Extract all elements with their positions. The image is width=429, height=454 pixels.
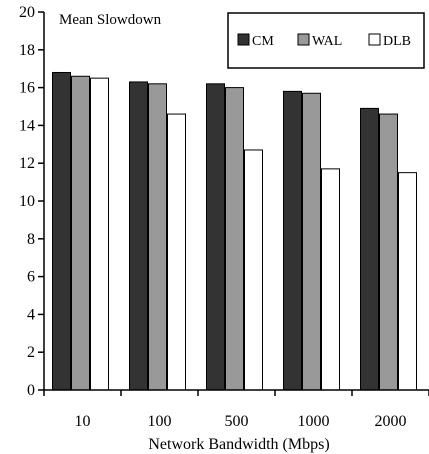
y-tick-label-0: 0 xyxy=(27,382,35,399)
bar-cm-2000 xyxy=(360,107,379,391)
axes-group: 0 2 4 6 8 10 12 14 16 18 20 10 100 500 1000 2000 xyxy=(19,4,429,430)
legend-swatch-cm xyxy=(237,33,250,46)
bar-cm-500 xyxy=(206,83,225,391)
bar-dlb-100 xyxy=(167,113,186,391)
bar-cm-1000 xyxy=(283,90,302,391)
x-tick-label-100: 100 xyxy=(148,413,172,430)
bar-dlb-1000 xyxy=(321,168,340,391)
legend-swatch-wal xyxy=(297,33,310,46)
y-tick-label-12: 12 xyxy=(19,155,35,172)
bars-group xyxy=(52,71,417,391)
legend-label-wal: WAL xyxy=(312,34,342,49)
y-tick-label-20: 20 xyxy=(19,4,35,21)
bar-dlb-10 xyxy=(90,77,109,391)
y-tick-label-4: 4 xyxy=(27,306,35,323)
bar-dlb-500 xyxy=(244,149,263,391)
bar-wal-10 xyxy=(71,75,90,391)
legend-label-dlb: DLB xyxy=(383,34,411,49)
legend-swatch-dlb xyxy=(368,33,381,46)
y-tick-label-14: 14 xyxy=(19,117,35,134)
legend-label-cm: CM xyxy=(252,34,274,49)
bar-dlb-2000 xyxy=(398,172,417,391)
legend: CM WAL DLB xyxy=(227,12,425,69)
legend-box xyxy=(227,12,425,69)
bar-wal-100 xyxy=(148,83,167,391)
x-tick-label-1000: 1000 xyxy=(298,413,330,430)
y-tick-label-8: 8 xyxy=(27,231,35,248)
bar-wal-1000 xyxy=(302,92,321,391)
y-tick-label-16: 16 xyxy=(19,80,35,97)
bar-cm-10 xyxy=(52,71,71,391)
bar-cm-100 xyxy=(129,81,148,391)
y-tick-label-6: 6 xyxy=(27,269,35,286)
x-tick-label-10: 10 xyxy=(75,413,91,430)
x-tick-label-500: 500 xyxy=(225,413,249,430)
y-tick-label-10: 10 xyxy=(19,193,35,210)
bar-wal-500 xyxy=(225,87,244,391)
y-tick-label-18: 18 xyxy=(19,42,35,59)
bar-wal-2000 xyxy=(379,113,398,391)
chart-title: Mean Slowdown xyxy=(59,12,162,28)
y-tick-label-2: 2 xyxy=(27,344,35,361)
x-tick-label-2000: 2000 xyxy=(375,413,407,430)
x-axis-title: Network Bandwidth (Mbps) xyxy=(148,436,329,453)
